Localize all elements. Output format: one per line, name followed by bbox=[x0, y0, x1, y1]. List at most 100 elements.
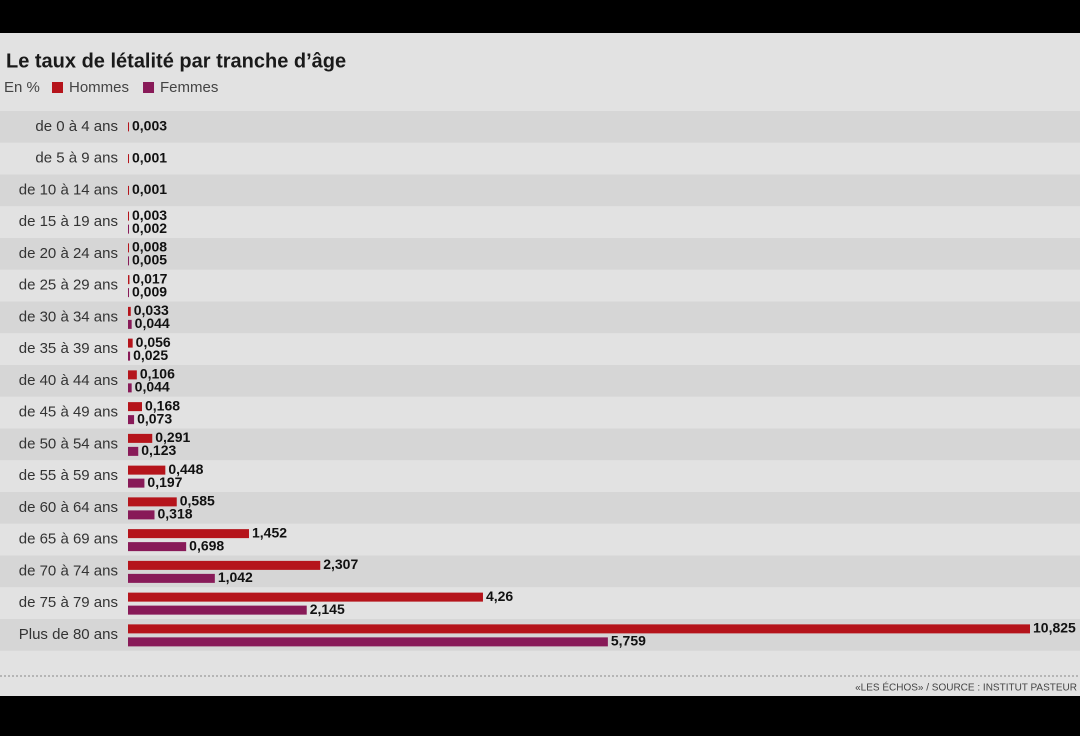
row-stripe bbox=[0, 174, 1080, 207]
bar bbox=[128, 560, 321, 570]
value-label: 0,106 bbox=[140, 366, 175, 382]
bar bbox=[128, 275, 130, 285]
legend: Hommes Femmes bbox=[52, 79, 218, 96]
bar bbox=[128, 478, 145, 488]
value-label: 0,291 bbox=[155, 429, 190, 445]
bar bbox=[128, 154, 129, 164]
bar bbox=[128, 624, 1030, 634]
bar bbox=[128, 256, 129, 266]
category-label: de 75 à 79 ans bbox=[19, 594, 118, 611]
value-label: 0,009 bbox=[132, 283, 167, 299]
value-label: 1,042 bbox=[218, 569, 253, 585]
value-label: 0,073 bbox=[137, 410, 172, 426]
row-stripe bbox=[0, 396, 1080, 429]
value-label: 0,197 bbox=[147, 474, 182, 490]
legend-label: Hommes bbox=[69, 79, 129, 96]
category-label: de 10 à 14 ans bbox=[19, 181, 118, 198]
value-label: 0,025 bbox=[133, 347, 168, 363]
value-label: 0,002 bbox=[132, 220, 167, 236]
category-label: de 40 à 44 ans bbox=[19, 372, 118, 389]
category-label: de 15 à 19 ans bbox=[19, 213, 118, 230]
value-label: 0,318 bbox=[157, 506, 192, 522]
category-label: de 25 à 29 ans bbox=[19, 277, 118, 294]
bar bbox=[128, 637, 608, 647]
source: «LES ÉCHOS» / SOURCE : INSTITUT PASTEUR bbox=[855, 681, 1077, 694]
value-label: 4,26 bbox=[486, 588, 513, 604]
bar bbox=[128, 351, 131, 361]
category-label: Plus de 80 ans bbox=[19, 626, 118, 643]
row-stripe bbox=[0, 301, 1080, 334]
category-label: de 5 à 9 ans bbox=[35, 150, 118, 167]
category-label: de 50 à 54 ans bbox=[19, 435, 118, 452]
value-label: 0,168 bbox=[145, 397, 180, 413]
category-label: de 70 à 74 ans bbox=[19, 562, 118, 579]
category-label: de 45 à 49 ans bbox=[19, 404, 118, 421]
value-label: 0,001 bbox=[132, 181, 167, 197]
category-label: de 55 à 59 ans bbox=[19, 467, 118, 484]
category-label: de 65 à 69 ans bbox=[19, 531, 118, 548]
bar bbox=[128, 592, 483, 602]
bar bbox=[128, 497, 177, 507]
value-label: 0,001 bbox=[132, 149, 167, 165]
value-label: 0,033 bbox=[134, 302, 169, 318]
category-label: de 30 à 34 ans bbox=[19, 308, 118, 325]
bar bbox=[128, 224, 129, 234]
row-stripe bbox=[0, 428, 1080, 461]
bar bbox=[128, 465, 166, 475]
value-label: 1,452 bbox=[252, 524, 287, 540]
bar bbox=[128, 319, 132, 329]
legend-swatch bbox=[52, 82, 63, 93]
value-label: 10,825 bbox=[1033, 620, 1076, 636]
value-label: 2,145 bbox=[310, 601, 345, 617]
bar bbox=[128, 370, 137, 380]
row-stripe bbox=[0, 206, 1080, 238]
chart-title: Le taux de létalité par tranche d’âge bbox=[6, 50, 346, 72]
bar bbox=[128, 288, 129, 298]
value-label: 0,044 bbox=[135, 379, 170, 395]
bar bbox=[128, 306, 131, 316]
bar bbox=[128, 446, 139, 456]
bar bbox=[128, 338, 133, 348]
row-stripe bbox=[0, 460, 1080, 492]
value-label: 0,003 bbox=[132, 118, 167, 134]
category-label: de 20 à 24 ans bbox=[19, 245, 118, 262]
bar bbox=[128, 415, 135, 425]
value-label: 0,698 bbox=[189, 537, 224, 553]
bar bbox=[128, 402, 142, 412]
row-stripe bbox=[0, 333, 1080, 365]
value-label: 0,017 bbox=[132, 270, 167, 286]
value-label: 0,448 bbox=[168, 461, 203, 477]
legend-label: Femmes bbox=[160, 79, 218, 96]
value-label: 2,307 bbox=[323, 556, 358, 572]
bar bbox=[128, 529, 249, 539]
bar bbox=[128, 122, 129, 132]
category-label: de 60 à 64 ans bbox=[19, 499, 118, 516]
bar bbox=[128, 510, 155, 520]
row-stripe bbox=[0, 238, 1080, 270]
legend-swatch bbox=[143, 82, 155, 93]
row-stripe bbox=[0, 492, 1080, 524]
value-label: 5,759 bbox=[611, 633, 646, 649]
row-stripe bbox=[0, 269, 1080, 302]
value-label: 0,003 bbox=[132, 207, 167, 223]
unit-label: En % bbox=[4, 79, 40, 96]
bar bbox=[128, 573, 215, 583]
bar bbox=[128, 185, 129, 195]
row-stripe bbox=[0, 111, 1080, 143]
row-stripe bbox=[0, 365, 1080, 397]
row-stripe bbox=[0, 142, 1080, 175]
bar bbox=[128, 243, 129, 253]
value-label: 0,044 bbox=[135, 315, 170, 331]
bar bbox=[128, 211, 129, 221]
value-label: 0,005 bbox=[132, 252, 167, 268]
category-label: de 0 à 4 ans bbox=[35, 118, 118, 135]
category-label: de 35 à 39 ans bbox=[19, 340, 118, 357]
value-label: 0,056 bbox=[136, 334, 171, 350]
value-label: 0,123 bbox=[141, 442, 176, 458]
bar bbox=[128, 542, 187, 552]
bar bbox=[128, 433, 153, 443]
bar bbox=[128, 383, 132, 393]
value-label: 0,585 bbox=[180, 493, 215, 509]
